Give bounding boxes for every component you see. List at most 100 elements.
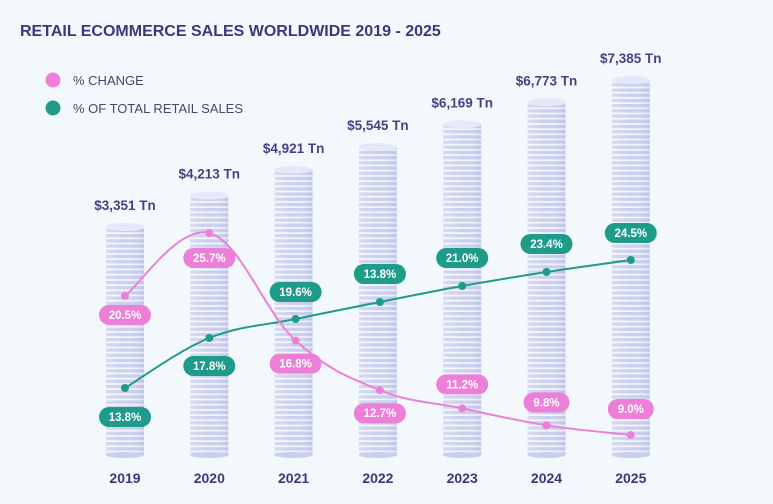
coin-stack bbox=[611, 76, 650, 458]
bar-bottom bbox=[106, 452, 144, 458]
legend-item-pct-total: % OF TOTAL RETAIL SALES bbox=[45, 100, 243, 116]
pill-bg bbox=[269, 282, 322, 302]
x-tick-label: 2021 bbox=[278, 470, 309, 486]
data-label-pct-change: 9.0% bbox=[607, 399, 654, 419]
point-pct-change bbox=[121, 291, 129, 300]
bar-value-labels: $3,351 Tn $4,213 Tn $4,921 Tn $5,545 Tn $6,1… bbox=[94, 51, 661, 213]
bar-shade bbox=[611, 80, 650, 455]
bar-top bbox=[274, 165, 313, 174]
legend-label-pct-change: % CHANGE bbox=[73, 73, 144, 88]
pill-bg bbox=[436, 248, 489, 268]
pill-bg bbox=[269, 353, 322, 374]
data-label-pct-total: 17.8% bbox=[183, 356, 236, 376]
pill-bg bbox=[353, 403, 406, 424]
pill-text: 12.7% bbox=[364, 408, 397, 420]
pill-text: 17.8% bbox=[193, 361, 226, 373]
pill-bg bbox=[353, 264, 406, 284]
x-axis: 2019 2020 2021 2022 2023 2024 2025 bbox=[109, 470, 646, 486]
bar-top bbox=[527, 98, 566, 107]
legend-marker-pct-change bbox=[45, 72, 61, 88]
bar-bottom bbox=[443, 452, 482, 458]
data-labels: 20.5% 25.7% 16.8% 12.7% 11.2% 9.8% 9.0% 13.8% 17… bbox=[99, 223, 657, 427]
data-label-pct-change: 11.2% bbox=[436, 374, 489, 395]
data-label-pct-change: 9.8% bbox=[523, 392, 570, 413]
x-tick-label: 2022 bbox=[362, 470, 393, 486]
data-label-pct-total: 23.4% bbox=[520, 234, 573, 254]
bar-top bbox=[106, 223, 144, 231]
pill-text: 13.8% bbox=[364, 269, 397, 281]
point-pct-total bbox=[205, 334, 214, 342]
point-pct-change bbox=[626, 431, 635, 439]
point-pct-total bbox=[291, 315, 300, 323]
pill-text: 21.0% bbox=[446, 253, 479, 265]
pill-text: 9.0% bbox=[618, 404, 644, 416]
coin-stack bbox=[190, 191, 229, 458]
legend-label-pct-total: % OF TOTAL RETAIL SALES bbox=[73, 101, 243, 116]
bar-bottom bbox=[274, 452, 313, 458]
point-pct-total bbox=[626, 256, 635, 264]
point-pct-total bbox=[375, 298, 384, 306]
point-pct-change bbox=[205, 229, 214, 237]
bar-value-label: $4,213 Tn bbox=[179, 167, 241, 182]
bar-value-label: $7,385 Tn bbox=[600, 51, 662, 66]
bar-value-label: $3,351 Tn bbox=[94, 198, 156, 213]
point-pct-change bbox=[291, 336, 300, 345]
chart-title: RETAIL ECOMMERCE SALES WORLDWIDE 2019 - … bbox=[20, 23, 441, 40]
data-label-pct-total: 21.0% bbox=[436, 248, 489, 268]
pill-bg bbox=[99, 407, 151, 427]
bar-bottom bbox=[358, 452, 397, 458]
legend: % CHANGE % OF TOTAL RETAIL SALES bbox=[45, 72, 243, 116]
bar-top bbox=[358, 143, 397, 152]
bar-top bbox=[190, 191, 229, 200]
bar-shade bbox=[274, 169, 313, 455]
pill-text: 23.4% bbox=[530, 239, 563, 251]
data-label-pct-total: 13.8% bbox=[99, 407, 151, 427]
legend-item-pct-change: % CHANGE bbox=[45, 72, 144, 88]
pill-text: 11.2% bbox=[446, 379, 478, 391]
bar-value-label: $6,773 Tn bbox=[516, 73, 578, 88]
pill-text: 24.5% bbox=[614, 228, 647, 240]
pill-bg bbox=[523, 392, 570, 413]
point-pct-change bbox=[458, 404, 467, 413]
point-pct-total bbox=[121, 384, 129, 392]
pill-text: 16.8% bbox=[279, 359, 312, 371]
bar-bottom bbox=[190, 452, 229, 458]
data-label-pct-change: 25.7% bbox=[183, 248, 236, 268]
bar-top bbox=[443, 120, 482, 129]
pill-text: 19.6% bbox=[279, 287, 312, 299]
series-lines bbox=[121, 229, 635, 439]
data-label-pct-change: 12.7% bbox=[353, 403, 406, 424]
pill-bg bbox=[183, 248, 236, 268]
pill-bg bbox=[183, 356, 236, 376]
bar-bottom bbox=[527, 452, 566, 458]
bar-value-label: $6,169 Tn bbox=[431, 95, 493, 110]
bar-value-label: $4,921 Tn bbox=[263, 141, 325, 156]
point-pct-total bbox=[458, 282, 467, 290]
bar-top bbox=[611, 76, 650, 84]
pill-bg bbox=[604, 223, 657, 243]
point-pct-total bbox=[542, 268, 551, 276]
data-label-pct-total: 19.6% bbox=[269, 282, 322, 302]
legend-marker-pct-total bbox=[45, 100, 61, 116]
data-label-pct-change: 20.5% bbox=[99, 304, 151, 325]
data-label-pct-total: 13.8% bbox=[353, 264, 406, 284]
pill-text: 13.8% bbox=[109, 412, 142, 424]
point-pct-change bbox=[375, 386, 384, 395]
bar-bottom bbox=[611, 452, 650, 458]
x-tick-label: 2020 bbox=[194, 470, 225, 486]
pill-bg bbox=[436, 374, 489, 395]
coin-stack bbox=[274, 165, 313, 458]
pill-bg bbox=[607, 399, 654, 419]
point-pct-change bbox=[542, 421, 551, 430]
pill-bg bbox=[520, 234, 573, 254]
x-tick-label: 2025 bbox=[615, 470, 646, 486]
pill-text: 25.7% bbox=[193, 253, 226, 265]
x-tick-label: 2024 bbox=[531, 470, 562, 486]
bar-value-label: $5,545 Tn bbox=[347, 118, 409, 133]
pill-bg bbox=[99, 304, 151, 325]
pill-text: 9.8% bbox=[533, 397, 559, 409]
data-label-pct-total: 24.5% bbox=[604, 223, 657, 243]
data-label-pct-change: 16.8% bbox=[269, 353, 322, 374]
x-tick-label: 2023 bbox=[447, 470, 478, 486]
